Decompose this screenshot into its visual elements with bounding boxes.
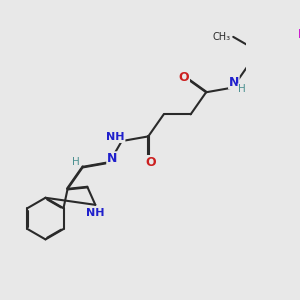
Text: N: N — [107, 152, 117, 165]
Text: I: I — [298, 28, 300, 41]
Text: NH: NH — [106, 132, 125, 142]
Text: O: O — [146, 156, 156, 169]
Text: N: N — [229, 76, 239, 89]
Text: H: H — [238, 84, 246, 94]
Text: H: H — [72, 157, 80, 167]
Text: CH₃: CH₃ — [213, 32, 231, 42]
Text: O: O — [179, 71, 189, 84]
Text: NH: NH — [86, 208, 105, 218]
